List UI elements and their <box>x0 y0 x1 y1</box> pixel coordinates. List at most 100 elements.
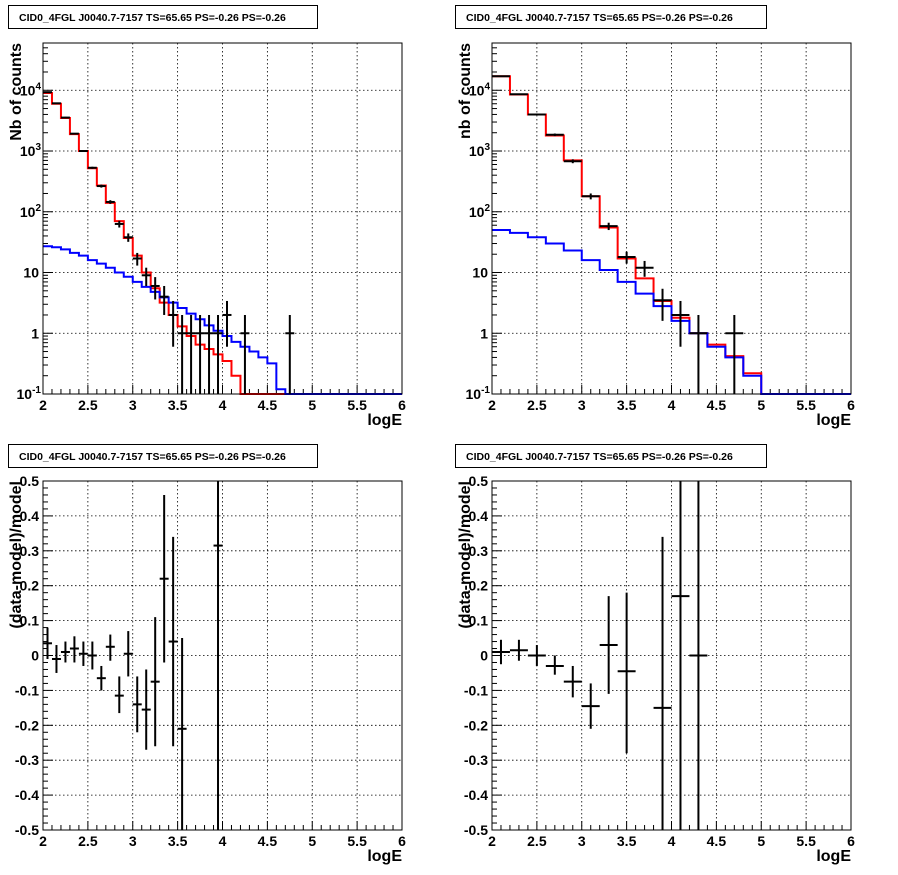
x-tick-label: 5.5 <box>796 397 816 413</box>
data-point <box>168 536 178 747</box>
panel-title-bottom-left: CID0_4FGL J0040.7-7157 TS=65.65 PS=-0.26… <box>8 444 318 468</box>
histogram-series-1 <box>492 229 851 395</box>
data-point <box>43 91 52 94</box>
x-tick-label: 3 <box>578 397 586 413</box>
x-tick-label: 3.5 <box>617 397 637 413</box>
y-tick-label: -0.5 <box>15 822 39 838</box>
x-tick-label: 6 <box>398 833 406 849</box>
panel-title-top-right: CID0_4FGL J0040.7-7157 TS=65.65 PS=-0.26… <box>455 5 767 29</box>
data-point <box>653 288 672 321</box>
data-point <box>96 184 106 188</box>
data-point <box>545 655 564 675</box>
x-tick-label: 3 <box>578 833 586 849</box>
plot-frame <box>42 42 403 395</box>
data-point <box>123 631 133 677</box>
y-tick-label: 0.5 <box>469 473 489 489</box>
data-point <box>563 159 582 164</box>
y-tick-label: 103 <box>469 142 491 159</box>
x-tick-label: 4.5 <box>258 833 278 849</box>
data-point <box>689 481 708 830</box>
x-tick-label: 2.5 <box>527 397 547 413</box>
data-point <box>725 314 744 394</box>
data-point <box>581 193 600 200</box>
x-tick-label: 2.5 <box>78 397 98 413</box>
data-point <box>509 639 528 661</box>
y-tick-label: -0.1 <box>15 682 39 698</box>
y-tick-label: 10-1 <box>17 385 42 402</box>
data-point <box>653 536 672 830</box>
data-point <box>581 683 600 729</box>
data-point <box>141 669 151 750</box>
data-point <box>105 634 115 661</box>
x-tick-label: 5.5 <box>796 833 816 849</box>
y-tick-label: 0 <box>480 648 488 664</box>
x-tick-label: 5 <box>308 397 316 413</box>
data-point <box>69 636 79 663</box>
data-point <box>285 314 295 394</box>
y-tick-label: 0.3 <box>20 543 40 559</box>
x-tick-label: 3.5 <box>168 397 188 413</box>
data-point <box>617 592 636 754</box>
data-point <box>671 481 690 830</box>
data-point <box>96 665 106 691</box>
data-point <box>114 676 124 714</box>
data-point <box>105 200 115 204</box>
panel-3: 2 2.5 3 3.5 4 4.5 5 5.5 6 -0.5 -0.4 -0.3 -0.2 -0.1 0 0.… <box>457 473 855 865</box>
x-tick-label: 4 <box>219 397 227 413</box>
y-axis-label: (data-model)/model <box>457 481 474 629</box>
data-point <box>213 314 223 394</box>
data-point <box>177 638 187 830</box>
data-point <box>689 314 708 394</box>
x-tick-label: 4.5 <box>258 397 278 413</box>
y-tick-label: 0 <box>31 648 39 664</box>
data-point <box>527 645 546 666</box>
x-tick-label: 5 <box>757 397 765 413</box>
y-tick-label: 1 <box>31 325 39 341</box>
panel-title-bottom-right: CID0_4FGL J0040.7-7157 TS=65.65 PS=-0.26… <box>455 444 767 468</box>
y-tick-label: 0.2 <box>469 578 489 594</box>
y-tick-label: -0.4 <box>15 787 39 803</box>
y-tick-label: 1 <box>480 325 488 341</box>
data-point <box>51 645 61 673</box>
y-tick-label: 0.4 <box>469 508 489 524</box>
data-point <box>240 314 250 394</box>
data-point <box>599 222 618 231</box>
x-tick-label: 6 <box>398 397 406 413</box>
data-point <box>492 75 510 78</box>
data-point <box>671 300 690 347</box>
data-point <box>114 220 124 228</box>
y-tick-label: -0.2 <box>15 717 39 733</box>
data-point <box>635 260 654 277</box>
y-tick-label: 0.3 <box>469 543 489 559</box>
y-tick-label: 104 <box>20 81 42 98</box>
x-axis-label: logE <box>367 412 402 429</box>
data-point <box>51 102 61 105</box>
y-axis-label: (data-model)/model <box>8 481 25 629</box>
panel-0: 2 2.5 3 3.5 4 4.5 5 5.5 6 10-1 1 10 102 103 104 logE Nb … <box>8 42 406 429</box>
x-tick-label: 4 <box>668 397 676 413</box>
x-tick-label: 6 <box>847 397 855 413</box>
y-tick-label: 0.1 <box>20 613 40 629</box>
x-axis-label: logE <box>367 848 402 865</box>
data-point <box>150 617 160 747</box>
y-tick-label: 102 <box>469 203 491 220</box>
panel-title-top-left: CID0_4FGL J0040.7-7157 TS=65.65 PS=-0.26… <box>8 5 318 29</box>
x-tick-label: 4.5 <box>707 833 727 849</box>
y-tick-label: -0.3 <box>15 752 39 768</box>
y-tick-label: -0.3 <box>464 752 488 768</box>
data-point <box>78 641 88 666</box>
data-point <box>545 133 564 137</box>
y-tick-label: 102 <box>20 203 42 220</box>
y-tick-label: -0.2 <box>464 717 488 733</box>
data-point <box>132 676 142 733</box>
data-point <box>563 665 582 698</box>
y-tick-label: 103 <box>20 142 42 159</box>
x-tick-label: 3.5 <box>168 833 188 849</box>
x-tick-label: 2.5 <box>78 833 98 849</box>
x-tick-label: 2 <box>39 397 47 413</box>
data-point <box>599 596 618 694</box>
data-point <box>617 251 636 264</box>
data-point <box>150 277 160 300</box>
y-tick-label: 10 <box>23 265 39 281</box>
